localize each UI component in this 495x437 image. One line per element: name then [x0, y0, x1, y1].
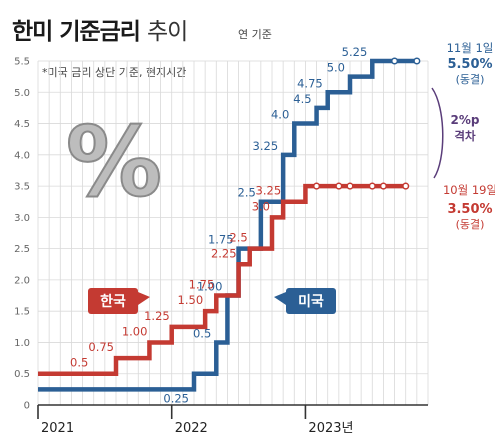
y-tick-label: 2.5	[14, 244, 30, 255]
us-latest-status: (동결)	[456, 73, 485, 86]
y-tick-label: 3.0	[14, 213, 30, 224]
us-value-label: 4.5	[293, 92, 311, 106]
us-value-label: 3.25	[253, 139, 279, 153]
korea-latest-date: 10월 19일	[443, 183, 495, 197]
x-tick-label: 2021	[41, 421, 74, 436]
korea-latest-rate: 3.50%	[447, 202, 492, 217]
hold-marker	[413, 57, 421, 65]
us-rate-line	[38, 58, 417, 392]
us-value-label: 1.00	[197, 280, 223, 294]
korea-legend-tag-box	[88, 288, 138, 314]
us-value-label: 1.75	[208, 233, 234, 247]
y-tick-label: 4.5	[14, 119, 30, 130]
hold-marker	[335, 182, 343, 190]
x-tick-label: 2023년	[308, 421, 353, 436]
korea-value-label: 1.75	[189, 278, 215, 292]
korea-legend-tag: 한국	[88, 288, 150, 314]
hold-marker	[391, 57, 399, 65]
korea-value-label: 1.50	[178, 293, 204, 307]
us-value-label: 4.75	[297, 76, 323, 90]
korea-value-label: 3.0	[252, 199, 270, 213]
gap-bracket	[431, 87, 444, 179]
korea-value-label: 0.75	[88, 340, 114, 354]
chart-title: 한미 기준금리 추이	[12, 19, 188, 45]
us-value-label: 0.25	[163, 391, 189, 405]
us-value-label: 5.25	[342, 45, 368, 59]
percent-watermark: %	[66, 106, 162, 218]
gap-label: 격차	[454, 129, 476, 143]
korea-legend-tag-text: 한국	[100, 294, 126, 310]
hold-marker	[313, 182, 321, 190]
unit-label: 연 기준	[238, 28, 272, 41]
hold-marker	[402, 182, 410, 190]
y-tick-label: 2.0	[14, 275, 30, 286]
us-value-label: 2.5	[238, 186, 256, 200]
us-legend-tag-pointer	[274, 292, 286, 305]
y-tick-label: 1.0	[14, 338, 30, 349]
y-tick-label: 4.0	[14, 150, 30, 161]
footnote: *미국 금리 상단 기준, 현지시간	[42, 66, 187, 79]
us-legend-tag: 미국	[274, 288, 336, 314]
korea-value-label: 1.25	[144, 309, 170, 323]
y-tick-label: 5.5	[14, 57, 30, 68]
korea-legend-tag-pointer	[138, 292, 150, 305]
chart-title-tail: 추이	[146, 19, 188, 45]
hold-marker	[346, 182, 354, 190]
gap-value: 2%p	[451, 113, 480, 127]
y-tick-label: 0.5	[14, 369, 30, 380]
y-tick-label: 5.0	[14, 88, 30, 99]
us-value-label: 5.0	[327, 61, 345, 75]
us-value-label: 4.0	[271, 108, 289, 122]
korea-value-label: 1.00	[122, 324, 148, 338]
korea-value-label: 2.5	[229, 231, 247, 245]
korea-latest-status: (동결)	[456, 218, 485, 231]
hold-marker	[368, 182, 376, 190]
y-tick-label: 3.5	[14, 182, 30, 193]
us-latest-date: 11월 1일	[447, 41, 494, 55]
us-legend-tag-text: 미국	[298, 294, 324, 310]
y-tick-label: 1.5	[14, 307, 30, 318]
x-tick-label: 2022	[175, 421, 208, 436]
us-latest-rate: 5.50%	[447, 57, 492, 72]
korea-value-label: 0.5	[70, 356, 88, 370]
us-value-label: 0.5	[193, 326, 211, 340]
korea-value-label: 2.25	[211, 246, 237, 260]
us-legend-tag-box	[286, 288, 336, 314]
hold-marker	[379, 182, 387, 190]
y-tick-label: 0	[24, 401, 30, 412]
korea-rate-line	[38, 183, 406, 376]
korea-value-label: 3.25	[256, 184, 282, 198]
